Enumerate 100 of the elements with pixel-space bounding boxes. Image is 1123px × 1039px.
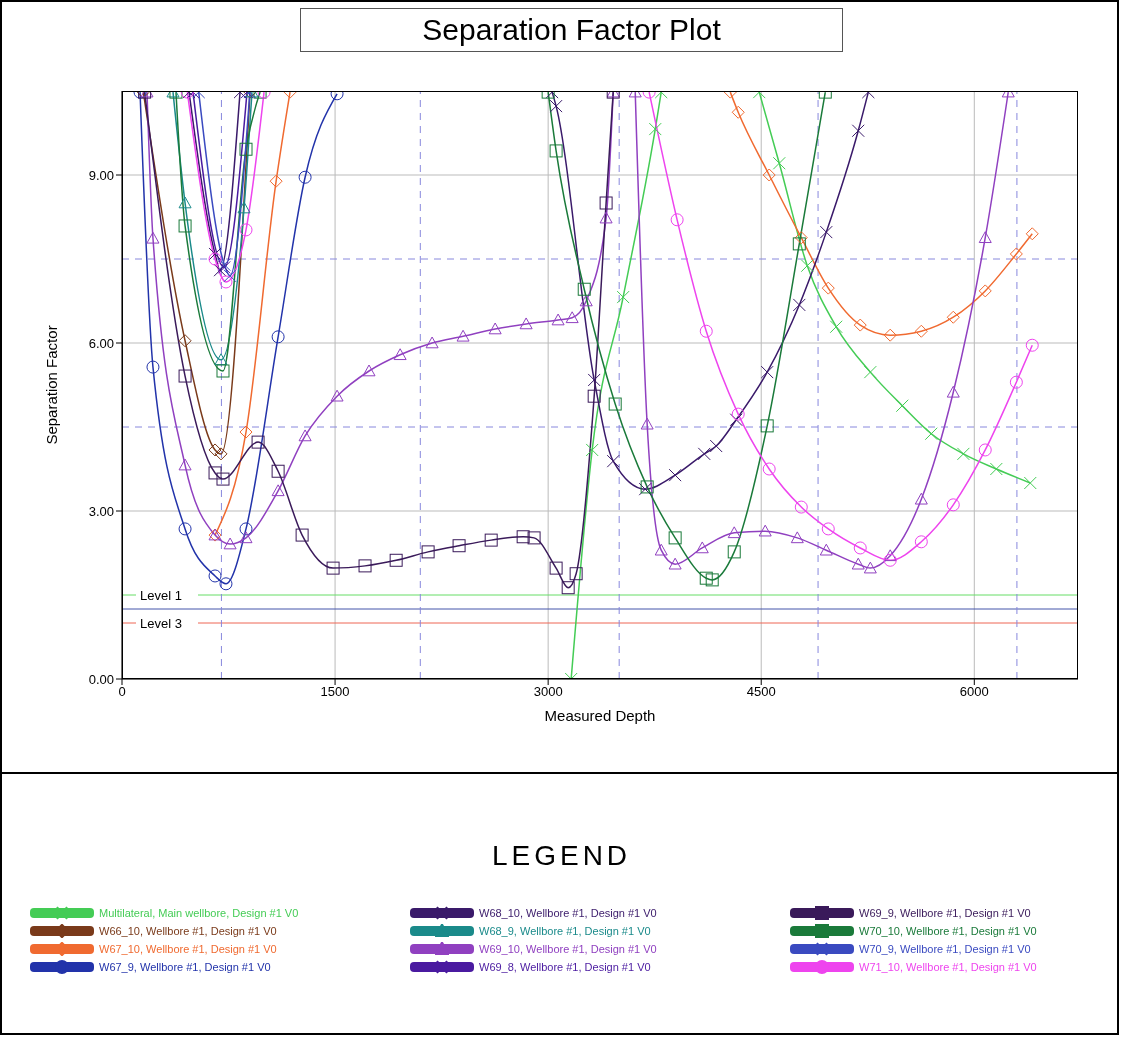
point xyxy=(587,373,601,387)
text: W66_10, Wellbore #1, Design #1 V0 xyxy=(99,925,277,937)
point xyxy=(863,561,877,574)
point xyxy=(561,581,575,595)
text: W68_9, Wellbore #1, Design #1 V0 xyxy=(479,925,651,937)
point xyxy=(577,282,591,296)
point xyxy=(425,336,439,349)
point xyxy=(178,522,192,536)
text: W71_10, Wellbore #1, Design #1 V0 xyxy=(859,961,1037,973)
point xyxy=(946,310,960,324)
point xyxy=(587,389,601,403)
point xyxy=(956,447,970,461)
point xyxy=(772,156,786,170)
point xyxy=(1025,227,1039,241)
point xyxy=(551,313,565,326)
point xyxy=(208,443,222,457)
point xyxy=(946,385,960,398)
point xyxy=(648,122,662,136)
point xyxy=(729,413,743,427)
point xyxy=(731,407,745,421)
point xyxy=(1025,338,1039,352)
point xyxy=(452,539,466,553)
text: Multilateral, Main wellbore, Design #1 V0 xyxy=(99,907,299,919)
ref-line-label: Level 1 xyxy=(140,588,182,603)
point xyxy=(946,498,960,512)
point xyxy=(239,223,253,237)
point xyxy=(421,545,435,559)
x-tick-label: 0 xyxy=(118,684,126,700)
y-tick-label: 9.00 xyxy=(88,167,114,183)
point xyxy=(216,472,230,486)
text: W70_9, Wellbore #1, Design #1 V0 xyxy=(859,943,1031,955)
point xyxy=(208,466,222,480)
point xyxy=(654,543,668,556)
point xyxy=(668,557,682,570)
point xyxy=(895,399,909,413)
point xyxy=(208,569,222,583)
point xyxy=(208,247,222,261)
point xyxy=(800,259,814,273)
point xyxy=(579,294,593,307)
point xyxy=(223,269,237,283)
point xyxy=(213,263,227,277)
point xyxy=(883,328,897,342)
point xyxy=(914,324,928,338)
point xyxy=(821,281,835,295)
point xyxy=(271,330,285,344)
point xyxy=(758,524,772,537)
text: W69_10, Wellbore #1, Design #1 V0 xyxy=(479,943,657,955)
point xyxy=(178,219,192,233)
point xyxy=(237,201,251,214)
x-tick-label: 3000 xyxy=(533,684,563,700)
point xyxy=(519,317,533,330)
point xyxy=(271,484,285,497)
point xyxy=(883,549,897,562)
point xyxy=(792,298,806,312)
point xyxy=(239,142,253,156)
point xyxy=(549,144,563,158)
point xyxy=(668,468,682,482)
point xyxy=(326,561,340,575)
point xyxy=(914,492,928,505)
point xyxy=(853,541,867,555)
point xyxy=(1023,476,1037,490)
y-tick-label: 6.00 xyxy=(88,335,114,351)
point xyxy=(978,443,992,457)
point xyxy=(223,537,237,550)
legend-title: LEGEND xyxy=(490,840,633,872)
point xyxy=(978,231,992,244)
point xyxy=(794,500,808,514)
point xyxy=(295,528,309,542)
point xyxy=(924,427,938,441)
point xyxy=(389,553,403,567)
point xyxy=(569,567,583,581)
point xyxy=(456,329,470,342)
point xyxy=(697,447,711,461)
point xyxy=(393,348,407,361)
point xyxy=(819,225,833,239)
text: W67_10, Wellbore #1, Design #1 V0 xyxy=(99,943,277,955)
text: W69_9, Wellbore #1, Design #1 V0 xyxy=(859,907,1031,919)
point xyxy=(516,530,530,544)
point xyxy=(178,458,192,471)
point xyxy=(989,462,1003,476)
point xyxy=(608,397,622,411)
point xyxy=(668,531,682,545)
point xyxy=(330,389,344,402)
text: W69_8, Wellbore #1, Design #1 V0 xyxy=(479,961,651,973)
point xyxy=(239,531,253,544)
point xyxy=(731,105,745,119)
point xyxy=(709,439,723,453)
point xyxy=(239,425,253,439)
y-axis-title: Separation Factor xyxy=(43,325,61,445)
point xyxy=(178,196,192,209)
point xyxy=(794,231,808,245)
point xyxy=(829,320,843,334)
point xyxy=(883,553,897,567)
point xyxy=(851,124,865,138)
point xyxy=(178,369,192,383)
point xyxy=(727,526,741,539)
point xyxy=(178,334,192,348)
ref-line-label: Level 3 xyxy=(140,616,182,631)
point xyxy=(219,275,233,289)
point xyxy=(358,559,372,573)
